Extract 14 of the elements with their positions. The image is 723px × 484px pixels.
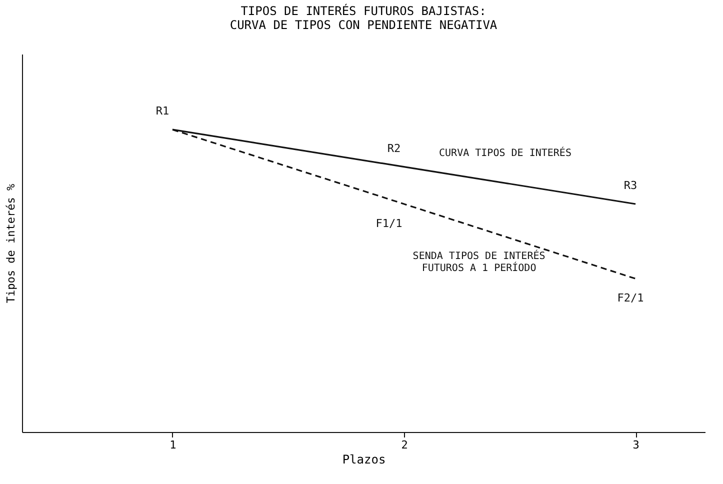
x-tick-label: 3	[632, 438, 640, 452]
text: CURVA DE TIPOS CON PENDIENTE NEGATIVA	[230, 18, 498, 32]
y-axis-title: Tipos de interés %	[4, 184, 18, 304]
annotation: R3	[624, 178, 638, 192]
annotation: F2/1	[617, 292, 644, 305]
annotation: R2	[387, 142, 401, 155]
series-label: SENDA TIPOS DE INTERÉS FUTUROS A 1 PERÍODO	[412, 248, 546, 274]
x-tick-label: 1	[170, 438, 176, 452]
annotation: F1/1	[376, 216, 402, 230]
x-tick-label: 2	[401, 438, 408, 452]
annotation: R1	[156, 104, 170, 118]
text: TIPOS DE INTERÉS FUTUROS BAJISTAS:	[240, 4, 486, 18]
x-axis-title: Plazos	[342, 452, 386, 466]
series-label: CURVA TIPOS DE INTERÉS	[439, 146, 572, 159]
